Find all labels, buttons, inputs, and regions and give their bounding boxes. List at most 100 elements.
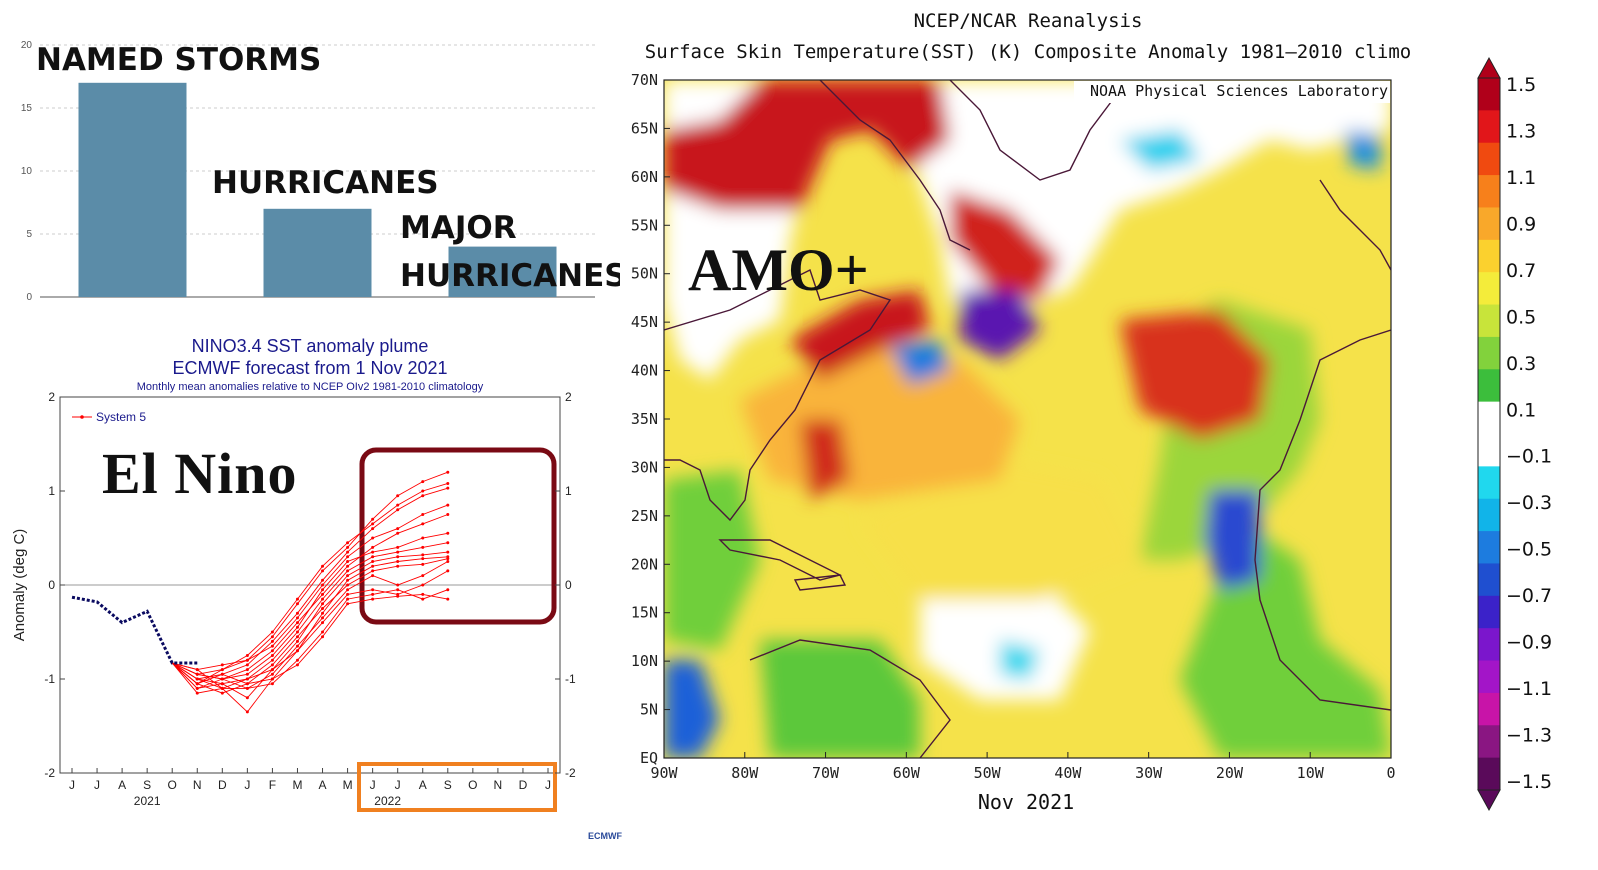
colorbar-label: −0.5 [1506, 539, 1552, 561]
lat-label: 45N [631, 313, 658, 331]
member-point [421, 553, 425, 557]
storm-bar-chart: 0 5 10 15 20 NAMED STORMS HURRICANES MAJOR HURR… [0, 0, 620, 330]
member-point [295, 597, 299, 601]
colorbar-swatch [1478, 692, 1500, 726]
bar-category-label: NAMED STORMS [36, 42, 321, 78]
plume-xtick-label: F [269, 778, 276, 792]
lat-label: 20N [631, 555, 658, 573]
legend-label: System 5 [96, 410, 146, 424]
member-point [446, 569, 450, 573]
colorbar-swatch [1478, 110, 1500, 144]
plume-xtick-label: J [244, 778, 250, 792]
plume-svg: -2 -2 -1 -1 0 0 1 1 2 2 J J A S O N D J F M A M J J A S O N D J 2021 20… [11, 390, 576, 812]
member-point [321, 602, 325, 606]
member-point [371, 560, 375, 563]
member-point [421, 574, 425, 578]
member-point [371, 545, 375, 549]
colorbar-frame [1477, 77, 1501, 791]
member-point [396, 503, 400, 507]
north-america-coast [664, 269, 892, 522]
lat-label: 10N [631, 652, 658, 670]
member-series [172, 589, 448, 689]
colorbar-swatch [1478, 175, 1500, 208]
gulf-stmaine-cold [890, 340, 950, 385]
member-point [371, 555, 375, 559]
colorbar-label: 1.3 [1506, 120, 1536, 142]
member-point [295, 602, 299, 606]
member-point [295, 616, 299, 620]
plume-ytick-label: -2 [44, 766, 55, 780]
tropical-yellow [860, 460, 1140, 600]
colorbar-swatch [1478, 595, 1500, 629]
colorbar-swatch [1478, 757, 1500, 791]
bar-ytick-label: 15 [21, 103, 33, 114]
member-point [371, 597, 375, 601]
member-point [446, 470, 450, 474]
lon-label: 10W [1297, 764, 1325, 782]
plume-ytick-label: 1 [48, 484, 55, 498]
plume-xtick-label: M [343, 778, 353, 792]
plume-xtick-label: A [319, 778, 327, 792]
member-point [446, 481, 450, 485]
member-point [321, 616, 325, 620]
member-point [421, 536, 425, 540]
colorbar-swatch [1478, 336, 1500, 370]
lat-label: 55N [631, 216, 658, 234]
member-point [446, 486, 450, 490]
amo-annotation: AMO+ [688, 237, 869, 303]
lon-label: 60W [893, 764, 921, 782]
lat-label: 5N [640, 701, 658, 719]
member-point [195, 672, 199, 676]
member-point [245, 672, 249, 676]
member-point [421, 583, 425, 587]
gulf-mexico-green [664, 470, 760, 650]
canary-upwelling-cold [1205, 490, 1260, 590]
lat-label: 60N [631, 168, 658, 186]
colorbar-label: −0.7 [1506, 585, 1552, 607]
plume-xtick-label: N [193, 778, 202, 792]
colorbar-swatch [1478, 78, 1500, 111]
member-point [321, 621, 325, 625]
plume-xtick-label: A [118, 778, 126, 792]
member-point [421, 522, 425, 526]
member-point [270, 677, 274, 681]
lat-label: 30N [631, 458, 658, 476]
member-series [171, 561, 449, 689]
member-point [346, 541, 350, 545]
colorbar-label: −1.3 [1506, 725, 1552, 747]
observed-series [71, 595, 198, 665]
member-point [346, 583, 350, 587]
member-point [270, 630, 274, 634]
member-point [295, 630, 299, 634]
equatorial-cold-spot [1000, 640, 1040, 680]
member-point [195, 682, 199, 686]
member-series [171, 593, 448, 694]
colorbar-swatch [1478, 466, 1500, 500]
africa-europe-coast [1254, 329, 1391, 711]
member-point [346, 602, 350, 606]
ecmwf-footer: ECMWF [588, 831, 622, 841]
member-point [295, 649, 299, 653]
member-series [171, 542, 448, 694]
lat-label: 50N [631, 265, 658, 283]
member-point [270, 644, 274, 648]
colorbar-label: 1.5 [1506, 74, 1536, 96]
member-point [245, 696, 249, 700]
member-point [346, 564, 350, 568]
plume-ytick-label-right: 1 [565, 484, 572, 498]
forecast-date-box [357, 762, 557, 812]
el-nino-annotation: El Nino [102, 441, 298, 506]
south-america-coast [749, 639, 951, 758]
plume-xtick-label: J [69, 778, 75, 792]
north-labrador-warm [664, 80, 950, 210]
colorbar-swatch [1478, 628, 1500, 662]
plume-ytick-label-right: -2 [565, 766, 576, 780]
sargasso-warm [800, 420, 850, 500]
member-point [396, 494, 400, 498]
colorbar-swatch [1478, 660, 1500, 694]
member-point [346, 588, 350, 592]
plume-observed [71, 595, 198, 665]
southwest-green [760, 640, 920, 758]
plume-xtick-label: D [519, 778, 528, 792]
member-point [245, 654, 249, 657]
